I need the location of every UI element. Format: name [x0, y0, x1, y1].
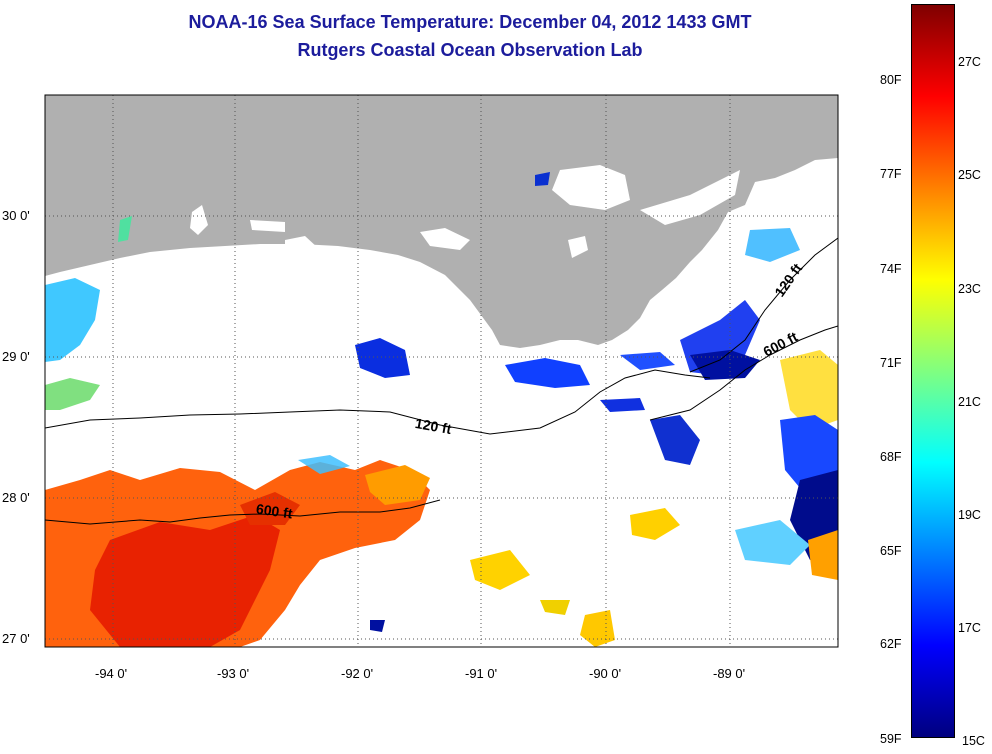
contour-600ft: [45, 499, 441, 525]
colorbar-celsius-label: 25C: [958, 168, 981, 182]
colorbar-fahrenheit-label: 68F: [880, 450, 902, 464]
colorbar-fahrenheit-label: 74F: [880, 262, 902, 276]
cyan-patch: [735, 520, 810, 565]
land-cloud: [190, 205, 208, 235]
contour-120ft: [45, 369, 711, 435]
yellow-patch: [540, 600, 570, 615]
map-frame: [44, 94, 839, 648]
navy-patch: [370, 620, 385, 632]
colorbar-celsius-label: 15C: [962, 734, 985, 748]
longitude-label: -93 0': [217, 666, 250, 681]
colorbar-fahrenheit-label: 71F: [880, 356, 902, 370]
green-patch: [45, 378, 100, 410]
land-cloud: [568, 236, 588, 258]
land-cloud: [285, 236, 318, 258]
blue-patch: [505, 358, 590, 388]
longitude-label: -92 0': [341, 666, 374, 681]
cyan-patch: [45, 278, 100, 362]
colorbar-fahrenheit-label: 65F: [880, 544, 902, 558]
land-cloud: [552, 165, 630, 210]
land-cloud: [250, 220, 285, 232]
land-cloud: [640, 170, 740, 225]
blue-patch: [535, 172, 550, 186]
yellow-patch: [470, 550, 530, 590]
longitude-label: -89 0': [713, 666, 746, 681]
latitude-label: 27 0': [2, 631, 30, 646]
colorbar-celsius-label: 17C: [958, 621, 981, 635]
hot-patch: [240, 492, 300, 525]
graticule: [45, 95, 838, 647]
colorbar-celsius-label: 19C: [958, 508, 981, 522]
temperature-colorbar: [911, 4, 955, 738]
longitude-label: -90 0': [589, 666, 622, 681]
orange-patch: [808, 530, 838, 580]
colorbar-celsius-label: 21C: [958, 395, 981, 409]
contour-120ft: [689, 237, 838, 373]
map-subtitle: Rutgers Coastal Ocean Observation Lab: [297, 40, 643, 60]
blue-patch: [355, 338, 410, 378]
yellow-patch: [630, 508, 680, 540]
latitude-label: 29 0': [2, 349, 30, 364]
blue-patch: [600, 398, 645, 412]
colorbar-fahrenheit-label: 62F: [880, 637, 902, 651]
colorbar-fahrenheit-label: 77F: [880, 167, 902, 181]
orange-patch: [365, 465, 430, 505]
colorbar-celsius-label: 23C: [958, 282, 981, 296]
colorbar-celsius-label: 27C: [958, 55, 981, 69]
colorbar-fahrenheit-label: 80F: [880, 73, 902, 87]
map-title: NOAA-16 Sea Surface Temperature: Decembe…: [188, 12, 752, 32]
land-mass: [45, 95, 838, 348]
longitude-label: -94 0': [95, 666, 128, 681]
latitude-label: 28 0': [2, 490, 30, 505]
blue-patch: [650, 415, 700, 465]
cyan-patch: [745, 228, 800, 262]
land-cloud: [420, 228, 470, 250]
green-patch: [118, 216, 132, 242]
cool-fringe: [298, 455, 350, 474]
contour-600ft: [649, 325, 838, 421]
hot-core: [90, 515, 280, 647]
yellow-patch: [780, 350, 838, 430]
longitude-label: -91 0': [465, 666, 498, 681]
latitude-label: 30 0': [2, 208, 30, 223]
colorbar-fahrenheit-label: 59F: [880, 732, 902, 746]
land-cloud: [365, 270, 395, 290]
